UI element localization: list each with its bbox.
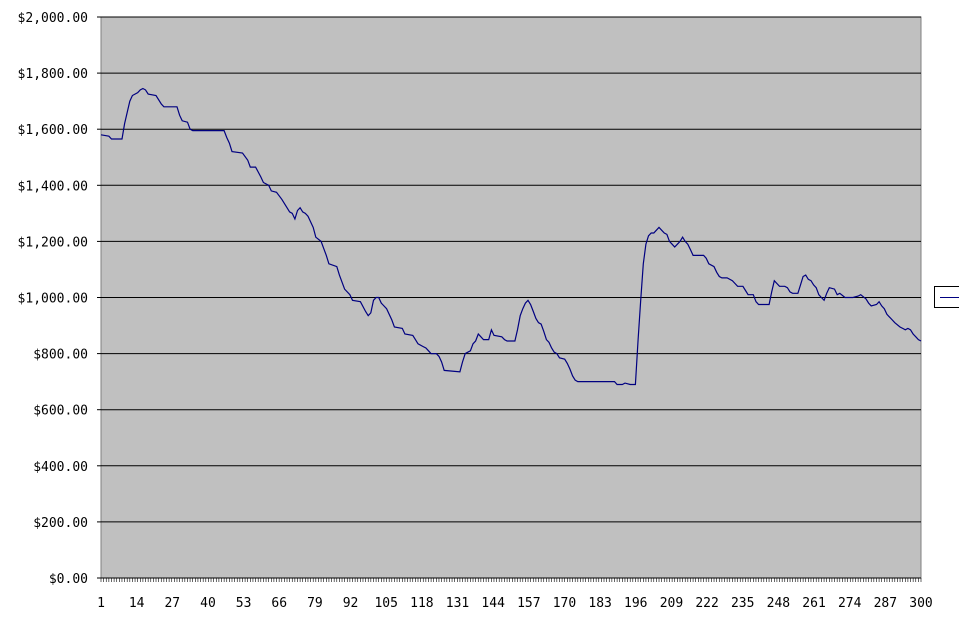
x-tick-label: 196 bbox=[624, 596, 647, 611]
y-tick-label: $800.00 bbox=[33, 348, 88, 363]
x-tick-label: 92 bbox=[343, 596, 359, 611]
y-tick-label: $1,800.00 bbox=[18, 67, 88, 82]
y-tick-label: $1,000.00 bbox=[18, 292, 88, 307]
x-tick-label: 14 bbox=[129, 596, 145, 611]
x-tick-label: 222 bbox=[695, 596, 718, 611]
x-tick-label: 105 bbox=[374, 596, 397, 611]
y-tick-label: $2,000.00 bbox=[18, 11, 88, 26]
x-tick-label: 300 bbox=[909, 596, 932, 611]
y-tick-label: $200.00 bbox=[33, 516, 88, 531]
legend-swatch bbox=[940, 297, 959, 298]
x-tick-label: 131 bbox=[446, 596, 469, 611]
x-tick-label: 27 bbox=[164, 596, 180, 611]
x-tick-label: 248 bbox=[767, 596, 790, 611]
y-tick-label: $1,200.00 bbox=[18, 235, 88, 250]
x-tick-label: 118 bbox=[410, 596, 433, 611]
x-tick-label: 144 bbox=[481, 596, 505, 611]
y-tick-label: $400.00 bbox=[33, 460, 88, 475]
x-axis: 1 14 27 40 53 66 79 92 105 118 131 144 157 170 183 196 2… bbox=[97, 577, 933, 611]
x-tick-label: 53 bbox=[236, 596, 252, 611]
y-tick-label: $0.00 bbox=[49, 572, 88, 587]
y-axis: $0.00 $200.00 $400.00 $600.00 $800.00 $1,000.… bbox=[18, 11, 101, 587]
x-tick-label: 274 bbox=[838, 596, 862, 611]
x-tick-label: 66 bbox=[271, 596, 287, 611]
x-tick-label: 287 bbox=[874, 596, 897, 611]
x-tick-label: 209 bbox=[660, 596, 683, 611]
x-tick-label: 40 bbox=[200, 596, 216, 611]
x-tick-label: 261 bbox=[802, 596, 825, 611]
gridlines bbox=[101, 16, 921, 523]
y-tick-label: $1,600.00 bbox=[18, 123, 88, 138]
series-line bbox=[100, 87, 922, 386]
y-tick-label: $600.00 bbox=[33, 404, 88, 419]
x-tick-label: 157 bbox=[517, 596, 540, 611]
series-group bbox=[100, 87, 922, 386]
x-tick-label: 79 bbox=[307, 596, 323, 611]
x-tick-label: 170 bbox=[553, 596, 576, 611]
x-tick-label: 1 bbox=[97, 596, 105, 611]
x-tick-label: 235 bbox=[731, 596, 754, 611]
legend bbox=[934, 286, 959, 308]
x-tick-label: 183 bbox=[588, 596, 611, 611]
y-tick-label: $1,400.00 bbox=[18, 179, 88, 194]
